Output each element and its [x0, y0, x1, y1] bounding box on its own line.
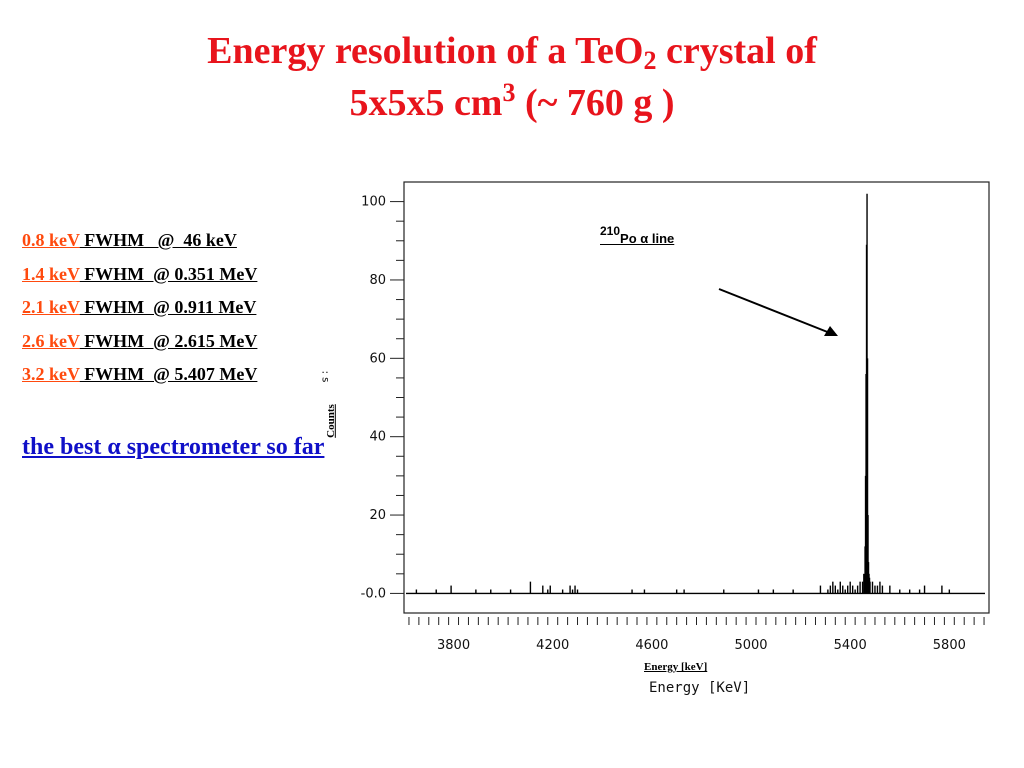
resolution-desc: FWHM @ 0.351 MeV — [79, 263, 258, 284]
x-tick-label: 4600 — [635, 638, 668, 653]
resolution-item: 0.8 keV FWHM @ 46 keV — [22, 229, 257, 263]
slide-title-line1: Energy resolution of a TeO2 crystal of — [207, 30, 817, 75]
resolution-item: 2.1 keV FWHM @ 0.911 MeV — [22, 296, 257, 330]
resolution-desc: FWHM @ 0.911 MeV — [79, 297, 257, 317]
slide-title-line2: 5x5x5 cm3 (~ 760 g ) — [349, 78, 675, 125]
annotation-arrow-head — [824, 326, 838, 336]
x-axis-label-small: Energy [keV] — [644, 661, 708, 673]
y-tick-label: 20 — [369, 508, 386, 523]
y-axis: -0.0 20 40 60 80 100 — [361, 195, 404, 601]
y-tick-label: 60 — [369, 351, 386, 366]
resolution-desc: FWHM @ 46 keV — [79, 230, 237, 250]
resolution-item: 1.4 keV FWHM @ 0.351 MeV — [22, 263, 257, 297]
y-tick-label: 80 — [369, 273, 386, 288]
x-tick-label: 5800 — [933, 638, 966, 653]
y-tick-label: 40 — [369, 430, 386, 445]
x-tick-label: 5400 — [834, 638, 867, 653]
x-tick-label: 4200 — [536, 638, 569, 653]
resolution-item: 2.6 keV FWHM @ 2.615 MeV — [22, 330, 257, 364]
x-tick-label: 5000 — [734, 638, 767, 653]
x-axis-label: Energy [KeV] — [649, 680, 750, 696]
resolution-list: 0.8 keV FWHM @ 46 keV 1.4 keV FWHM @ 0.3… — [22, 229, 257, 397]
resolution-value: 3.2 keV — [22, 364, 80, 384]
series-group — [406, 193, 985, 595]
y-tick-label: -0.0 — [361, 586, 386, 601]
annotation-arrow-line — [718, 288, 831, 334]
x-tick-label: 3800 — [437, 638, 470, 653]
resolution-item: 3.2 keV FWHM @ 5.407 MeV — [22, 363, 257, 397]
po-line-annotation: 210Po α line — [600, 224, 675, 246]
resolution-desc: FWHM @ 2.615 MeV — [79, 330, 258, 351]
x-axis: 3800 4200 4600 5000 5400 5800 — [408, 617, 985, 653]
resolution-value: 0.8 keV — [22, 230, 80, 250]
best-spectrometer-text: the best α spectrometer so far — [22, 434, 325, 460]
resolution-value: 2.1 keV — [22, 297, 80, 317]
resolution-value: 1.4 keV — [22, 263, 80, 284]
y-tick-label: 100 — [361, 195, 386, 210]
resolution-desc: FWHM @ 5.407 MeV — [79, 364, 258, 384]
plot-frame — [403, 181, 990, 614]
resolution-value: 2.6 keV — [22, 330, 80, 351]
